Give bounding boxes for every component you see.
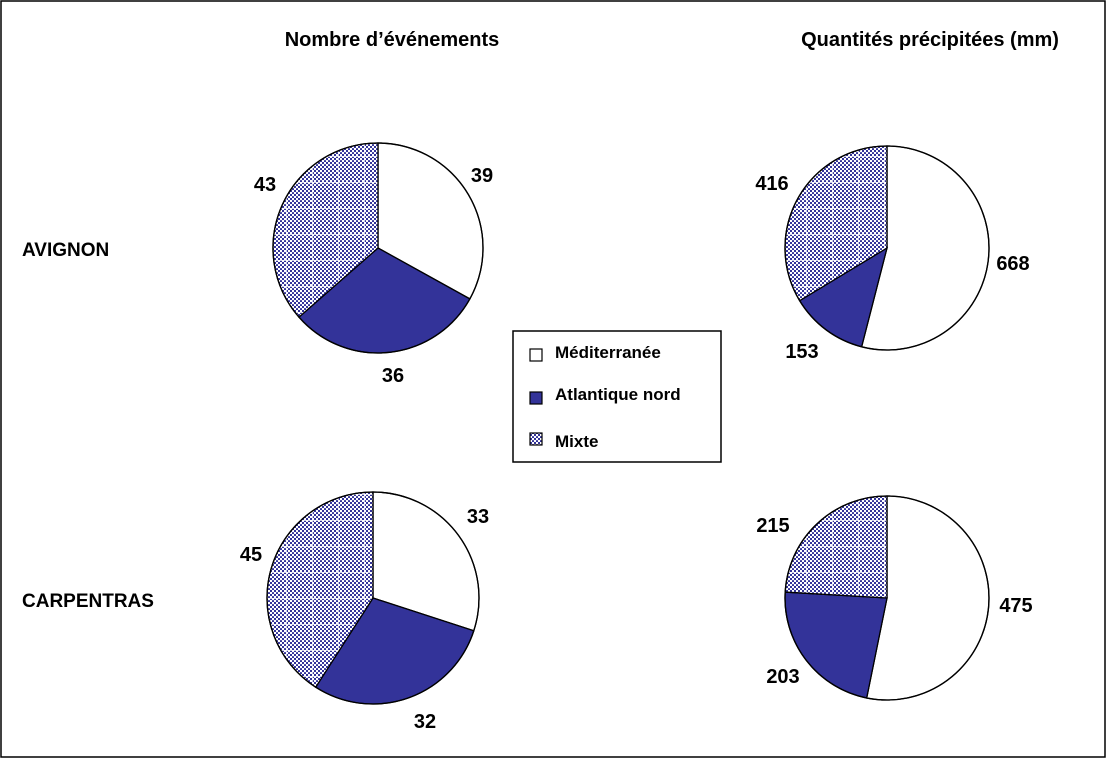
data-label-mixte: 416 [755,173,788,195]
legend-box [512,330,722,463]
legend-label-mixte: Mixte [555,432,598,451]
pie-carpentras-3: 475 203 215 [756,495,1033,701]
row-label-carpentras: CARPENTRAS [22,591,154,612]
data-label-mixte: 215 [756,515,789,537]
data-label-mixte: 43 [254,174,276,196]
data-label-atlantique: 153 [785,341,818,363]
legend-label-atlantique: Atlantique nord [555,385,681,404]
data-label-mediterranee: 668 [996,253,1029,275]
pie-avignon-1: 668 153 416 [755,145,1030,363]
pie-avignon-0: 39 36 43 [254,142,493,387]
column-title-amounts: Quantités précipitées (mm) [801,29,1059,51]
legend-swatch-atlantique [529,391,543,405]
data-label-mixte: 45 [240,544,262,566]
data-label-atlantique: 203 [766,666,799,688]
data-label-atlantique: 36 [382,365,404,387]
data-label-atlantique: 32 [414,711,436,733]
pie-slice-mixte-overlay [784,495,888,599]
legend: Méditerranée Atlantique nord Mixte [512,330,722,463]
pie-outline [784,495,990,701]
data-label-mediterranee: 39 [471,165,493,187]
data-label-mediterranee: 33 [467,506,489,528]
column-title-events: Nombre d’événements [285,29,500,51]
row-label-avignon: AVIGNON [22,240,109,261]
pie-outline [784,145,990,351]
legend-label-mediterranee: Méditerranée [555,343,661,362]
pie-carpentras-2: 33 32 45 [240,491,489,733]
pie-outline [272,142,484,354]
legend-swatch-mixte [529,432,543,446]
data-label-mediterranee: 475 [999,595,1032,617]
pies: 39 36 43 668 153 416 33 32 45 475 203 215 [240,142,1033,733]
pie-outline [266,491,480,705]
legend-swatch-mediterranee [529,348,543,362]
